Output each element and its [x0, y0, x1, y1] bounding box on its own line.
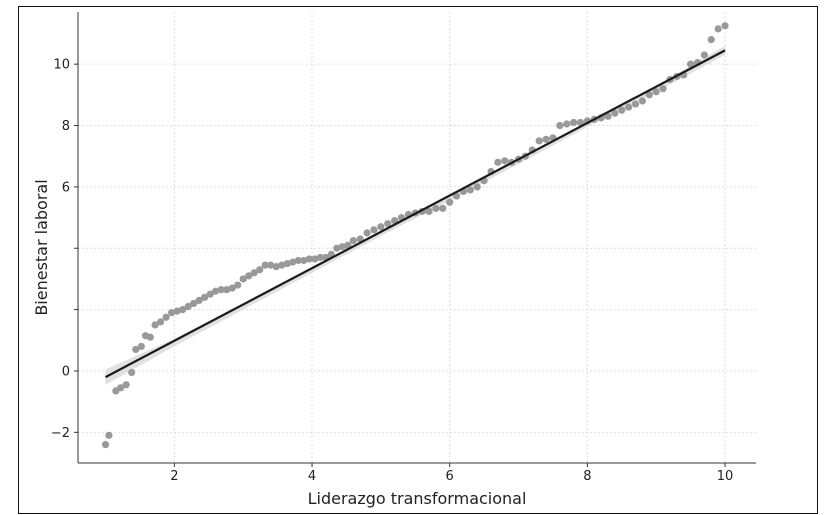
- fit-line: [105, 49, 726, 379]
- y-tick-labels: −2 0 6 8 10: [51, 58, 78, 441]
- y-axis-title: Bienestar laboral: [32, 179, 51, 315]
- data-point: [611, 109, 619, 117]
- y-tick-label: 6: [62, 180, 70, 195]
- data-point: [659, 85, 667, 93]
- y-tick-label: 10: [53, 58, 70, 73]
- data-point: [425, 207, 433, 216]
- data-point: [625, 103, 633, 111]
- data-point: [604, 112, 612, 120]
- data-point: [132, 345, 140, 354]
- data-point: [363, 229, 371, 237]
- x-tick-label: 4: [308, 469, 316, 484]
- regression-line: [105, 49, 726, 379]
- data-point: [250, 269, 258, 277]
- data-point: [452, 192, 461, 200]
- x-tick-label: 10: [717, 469, 734, 484]
- data-point: [146, 333, 154, 341]
- data-point: [195, 296, 203, 304]
- data-point: [289, 258, 297, 266]
- data-point: [128, 368, 136, 377]
- x-axis-title: Liderazgo transformacional: [308, 489, 527, 508]
- data-point: [117, 384, 125, 392]
- data-point: [305, 255, 313, 263]
- data-point: [294, 256, 302, 265]
- data-point: [370, 226, 378, 234]
- data-point: [349, 236, 357, 245]
- data-point: [542, 135, 550, 143]
- data-point: [494, 158, 502, 166]
- x-tick-labels: 2 4 6 8 10: [170, 463, 733, 484]
- data-point: [638, 97, 647, 105]
- data-point: [267, 261, 275, 269]
- chart-frame: [18, 6, 818, 514]
- y-tick-label: 0: [62, 364, 70, 379]
- data-point: [652, 88, 660, 96]
- data-point: [223, 286, 231, 294]
- data-point: [714, 25, 722, 33]
- data-point: [201, 293, 209, 301]
- data-point: [556, 121, 564, 130]
- data-point: [384, 220, 392, 228]
- data-point: [217, 286, 225, 294]
- data-point: [300, 256, 308, 265]
- data-point: [432, 204, 440, 212]
- data-point: [316, 253, 324, 262]
- data-point: [151, 321, 159, 329]
- data-point: [206, 290, 214, 298]
- data-point: [156, 318, 165, 326]
- axes: [77, 12, 756, 464]
- data-point: [184, 302, 192, 311]
- data-point: [101, 440, 110, 449]
- data-point: [333, 244, 341, 252]
- data-point: [707, 36, 715, 44]
- data-points: [101, 22, 729, 449]
- data-point: [105, 431, 113, 439]
- y-tick-label: 8: [62, 119, 70, 134]
- data-point: [687, 60, 695, 68]
- data-point: [466, 186, 474, 194]
- x-tick-label: 6: [446, 469, 454, 484]
- grid-lines: [78, 12, 756, 463]
- data-point: [122, 381, 130, 389]
- data-point: [162, 313, 170, 321]
- data-point: [439, 204, 447, 212]
- data-point: [446, 198, 454, 206]
- data-point: [631, 100, 640, 108]
- data-point: [377, 223, 385, 231]
- y-tick-label: −2: [51, 426, 70, 441]
- data-point: [278, 261, 286, 269]
- data-point: [137, 342, 145, 351]
- data-point: [338, 243, 346, 251]
- data-point: [569, 118, 578, 127]
- data-point: [228, 284, 236, 292]
- data-point: [179, 305, 187, 314]
- data-point: [344, 241, 352, 249]
- data-point: [535, 137, 543, 145]
- data-point: [234, 281, 242, 289]
- data-point: [563, 120, 571, 128]
- data-point: [261, 261, 269, 269]
- data-point: [618, 106, 626, 114]
- data-point: [501, 157, 509, 165]
- data-point: [173, 307, 181, 315]
- x-tick-label: 8: [583, 469, 591, 484]
- data-point: [700, 51, 708, 59]
- data-point: [239, 275, 247, 283]
- data-point: [245, 272, 253, 280]
- data-point: [473, 183, 481, 191]
- data-point: [190, 299, 198, 308]
- data-point: [645, 91, 653, 99]
- data-point: [256, 266, 264, 274]
- data-point: [311, 255, 319, 263]
- data-point: [168, 309, 176, 317]
- x-tick-label: 2: [170, 469, 178, 484]
- data-point: [721, 22, 729, 30]
- data-point: [272, 263, 280, 271]
- data-point: [283, 259, 291, 268]
- data-point: [576, 118, 585, 127]
- data-point: [212, 287, 220, 295]
